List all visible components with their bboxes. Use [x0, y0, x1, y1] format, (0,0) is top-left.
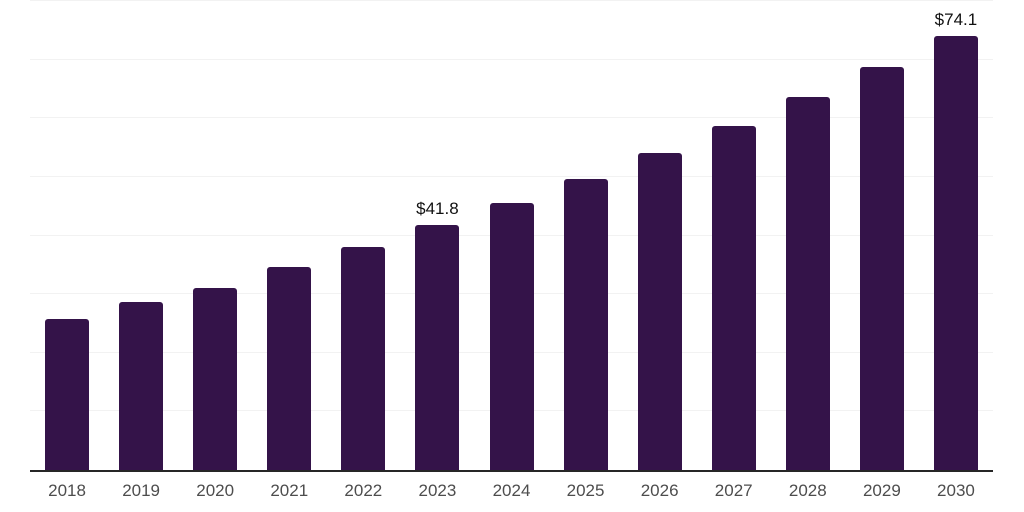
plot-area: $41.8 $74.1 [30, 0, 993, 472]
bar-2024[interactable] [489, 203, 534, 470]
bar-2019[interactable] [119, 301, 164, 470]
x-tick-2020: 2020 [196, 481, 235, 500]
bar-2030[interactable] [933, 35, 978, 470]
x-tick-2027: 2027 [714, 481, 753, 500]
x-tick-2022: 2022 [344, 481, 383, 500]
x-tick-2025: 2025 [566, 481, 605, 500]
gridline-60 [30, 117, 993, 119]
x-tick-2023: 2023 [418, 481, 457, 500]
gridline-50 [30, 175, 993, 177]
x-tick-2026: 2026 [640, 481, 679, 500]
gridline-80 [30, 0, 993, 1]
x-tick-2018: 2018 [48, 481, 86, 500]
bar-2018[interactable] [45, 318, 90, 470]
bar-2023[interactable] [415, 224, 460, 470]
data-label-2023: $41.8 [416, 198, 459, 218]
x-tick-2028: 2028 [788, 481, 827, 500]
x-tick-2021: 2021 [270, 481, 309, 500]
bar-2026[interactable] [637, 153, 682, 470]
bar-2020[interactable] [193, 287, 238, 470]
gridline-70 [30, 58, 993, 60]
bar-2027[interactable] [711, 125, 756, 470]
bar-2025[interactable] [563, 179, 608, 470]
data-label-2030: $74.1 [934, 9, 978, 29]
bar-2021[interactable] [267, 266, 312, 470]
x-tick-2019: 2019 [122, 481, 161, 500]
bar-2022[interactable] [341, 246, 386, 470]
x-tick-2030: 2030 [937, 481, 975, 500]
bar-2028[interactable] [785, 97, 830, 470]
x-tick-2024: 2024 [492, 481, 531, 500]
x-tick-2029: 2029 [862, 481, 901, 500]
bar-2029[interactable] [859, 67, 904, 470]
